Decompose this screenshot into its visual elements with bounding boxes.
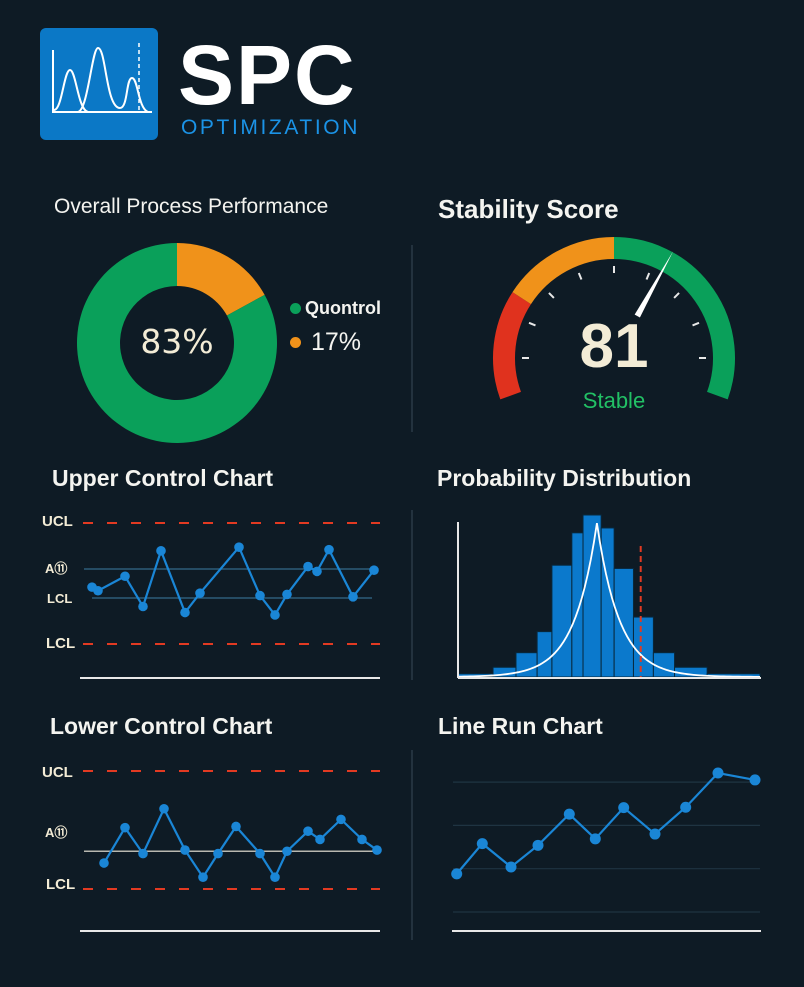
- data-point: [649, 828, 661, 840]
- histogram-bar: [515, 652, 538, 678]
- histogram-title: Probability Distribution: [437, 465, 692, 491]
- center-label: A⑪: [45, 561, 68, 576]
- histogram-bar: [652, 652, 676, 678]
- data-point: [120, 571, 130, 582]
- distribution-curves-icon: [52, 43, 152, 113]
- gauge-zone: [493, 292, 532, 400]
- donut-center-label: 83%: [140, 322, 214, 361]
- legend-item-quontrol: Quontrol: [290, 298, 381, 319]
- data-point: [180, 607, 190, 618]
- gauge-zone: [512, 237, 615, 305]
- data-point: [618, 802, 630, 814]
- data-point: [198, 872, 208, 882]
- lcl-label: LCL: [46, 876, 76, 893]
- data-point: [99, 858, 109, 868]
- donut-slice: [177, 243, 265, 316]
- gauge-tick: [673, 292, 680, 299]
- data-point: [749, 774, 761, 786]
- ucl-label: UCL: [42, 513, 73, 530]
- histogram-bar: [613, 567, 634, 678]
- data-point: [532, 839, 544, 851]
- data-point: [505, 861, 517, 873]
- legend-item-17: 17%: [290, 328, 361, 357]
- data-point: [303, 826, 313, 836]
- gauge-tick: [548, 292, 555, 299]
- gauge-tick: [692, 321, 700, 327]
- data-point: [180, 845, 190, 855]
- histogram-bar: [551, 564, 573, 678]
- legend-swatch: [290, 337, 301, 348]
- data-point: [357, 834, 367, 845]
- data-line: [103, 806, 378, 880]
- inner-lcl-label: LCL: [47, 591, 73, 606]
- gauge-title: Stability Score: [438, 194, 619, 224]
- donut-slice: [76, 243, 277, 443]
- data-point: [451, 868, 463, 880]
- data-point: [138, 848, 148, 859]
- gauge-zone: [613, 237, 735, 400]
- gauge-value: 81: [579, 312, 649, 381]
- lower-chart-title: Lower Control Chart: [50, 713, 273, 739]
- data-point: [213, 848, 223, 859]
- brand-subtitle: OPTIMIZATION: [181, 116, 360, 139]
- histogram-bar: [571, 532, 584, 678]
- data-point: [589, 833, 601, 845]
- gauge-tick: [577, 272, 583, 280]
- data-point: [234, 542, 244, 552]
- ucl-label: UCL: [42, 764, 73, 781]
- data-point: [159, 803, 169, 814]
- donut-title: Overall Process Performance: [54, 195, 329, 218]
- data-point: [372, 845, 382, 855]
- data-point: [255, 848, 265, 859]
- data-point: [282, 589, 292, 600]
- gauge-status: Stable: [582, 388, 646, 413]
- data-point: [255, 590, 265, 601]
- data-point: [270, 610, 280, 620]
- legend-swatch: [290, 303, 301, 314]
- run-chart-title: Line Run Chart: [438, 713, 603, 739]
- data-point: [680, 801, 692, 813]
- gauge-tick: [528, 321, 536, 327]
- histogram-bar: [632, 616, 654, 678]
- data-point: [369, 565, 379, 575]
- data-point: [563, 808, 575, 820]
- gauge-tick: [645, 272, 651, 280]
- data-point: [312, 566, 322, 577]
- legend-label: 17%: [311, 328, 362, 356]
- data-point: [270, 872, 280, 882]
- data-point: [282, 846, 292, 857]
- legend-label: Quontrol: [305, 298, 381, 318]
- upper-chart-title: Upper Control Chart: [52, 465, 274, 491]
- data-point: [195, 588, 205, 598]
- data-point: [231, 821, 241, 832]
- data-line: [455, 771, 756, 875]
- histogram-bar: [536, 631, 553, 678]
- data-point: [336, 814, 346, 825]
- data-point: [303, 561, 313, 572]
- data-point: [93, 585, 103, 596]
- data-point: [138, 601, 148, 612]
- logo: [40, 28, 158, 140]
- data-point: [120, 822, 130, 833]
- data-point: [315, 834, 325, 845]
- data-point: [324, 544, 334, 555]
- histogram-bar: [600, 527, 615, 678]
- data-line: [91, 545, 375, 617]
- data-point: [712, 767, 724, 779]
- gauge-needle: [634, 251, 674, 318]
- data-point: [348, 592, 358, 602]
- data-point: [156, 546, 166, 556]
- lcl-label: LCL: [46, 635, 76, 652]
- data-point: [476, 838, 488, 850]
- center-label: A⑪: [45, 825, 68, 840]
- brand-title: SPC: [178, 28, 357, 122]
- fit-curve: [457, 522, 761, 678]
- histogram-bar: [582, 514, 602, 678]
